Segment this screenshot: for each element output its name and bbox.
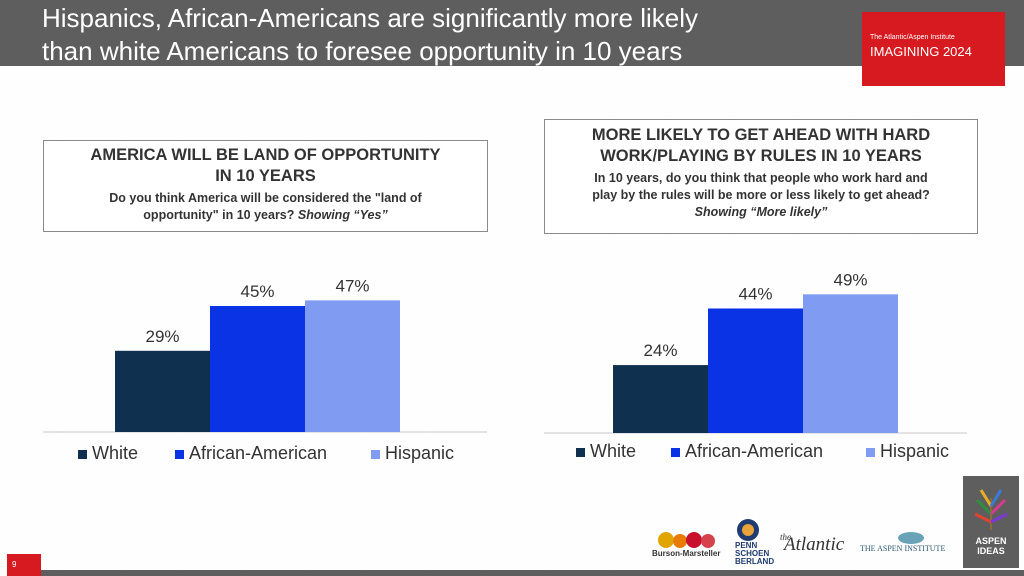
imagining-2024-badge: The Atlantic/Aspen Institute IMAGINING 2… <box>862 12 1005 86</box>
aspen-institute-logo: THE ASPEN INSTITUTE <box>858 530 958 556</box>
bar-white <box>115 350 210 432</box>
legend-swatch-white <box>78 450 87 459</box>
legend-swatch-african-american <box>671 448 680 457</box>
data-label: 47% <box>335 276 369 295</box>
penn-text: PENN <box>735 541 758 550</box>
penn-schoen-berland-logo: PENN SCHOEN BERLAND <box>733 518 778 568</box>
data-label: 45% <box>240 282 274 301</box>
bar-white <box>613 365 708 433</box>
legend-swatch-african-american <box>175 450 184 459</box>
question-box-left: AMERICA WILL BE LAND OF OPPORTUNITY IN 1… <box>43 140 488 232</box>
question-line2: play by the rules will be more or less l… <box>592 188 930 202</box>
chart-title-line1: AMERICA WILL BE LAND OF OPPORTUNITY <box>90 146 441 164</box>
aspen-institute-text: THE ASPEN INSTITUTE <box>860 544 946 553</box>
bar-african-american <box>210 306 305 432</box>
legend-label: Hispanic <box>880 441 949 461</box>
chart-title-line1: MORE LIKELY TO GET AHEAD WITH HARD <box>591 126 931 144</box>
bar-chart-right: 24% White 44% African-American 49% Hispanic <box>544 270 967 461</box>
bar-hispanic <box>803 294 898 433</box>
showing-label: Showing “Yes” <box>297 208 388 222</box>
brand-subtitle: The Atlantic/Aspen Institute <box>870 34 955 41</box>
chart-title-line2: IN 10 YEARS <box>215 167 316 185</box>
legend-label: White <box>92 443 138 463</box>
globe-icon <box>737 519 759 541</box>
question-box-right: MORE LIKELY TO GET AHEAD WITH HARD WORK/… <box>544 119 978 234</box>
atlantic-text: Atlantic <box>784 534 845 555</box>
berland-text: BERLAND <box>735 557 775 566</box>
burson-marsteller-text: Burson-Marsteller <box>652 549 721 558</box>
legend-label: Hispanic <box>385 443 454 463</box>
slide-title-line2: than white Americans to foresee opportun… <box>42 36 683 66</box>
data-label: 29% <box>145 327 179 346</box>
showing-row: Showing “More likely” <box>545 204 977 221</box>
legend-swatch-hispanic <box>371 450 380 459</box>
data-label: 44% <box>738 284 772 303</box>
slide-title: Hispanics, African-Americans are signifi… <box>42 2 842 68</box>
tree-icon <box>974 489 1008 530</box>
bottom-bar <box>41 570 1024 576</box>
question-line2-row: opportunity" in 10 years? Showing “Yes” <box>44 207 487 224</box>
legend-label: White <box>590 441 636 461</box>
aspen-ideas-festival-logo: ASPEN IDEAS <box>963 476 1019 568</box>
bar-hispanic <box>305 300 400 432</box>
page-number: 9 <box>12 560 17 569</box>
atlantic-the-text: the <box>780 532 791 542</box>
the-atlantic-logo: the Atlantic <box>780 532 855 556</box>
chart-title-line2: WORK/PLAYING BY RULES IN 10 YEARS <box>600 147 922 165</box>
legend-label: African-American <box>685 441 823 461</box>
showing-label: Showing “More likely” <box>694 205 828 219</box>
ideas-text: IDEAS <box>977 546 1005 556</box>
question-line1: Do you think America will be considered … <box>109 191 422 205</box>
data-label: 24% <box>643 341 677 360</box>
question-line1: In 10 years, do you think that people wh… <box>594 171 928 185</box>
bar-chart-left: 29% White 45% African-American 47% Hispanic <box>43 276 487 463</box>
slide-title-line1: Hispanics, African-Americans are signifi… <box>42 3 699 33</box>
aspen-leaf-icon <box>898 532 924 544</box>
brand-title: IMAGINING 2024 <box>870 44 972 59</box>
title-bar: Hispanics, African-Americans are signifi… <box>0 0 1024 66</box>
legend-swatch-white <box>576 448 585 457</box>
burson-marsteller-logo: Burson-Marsteller <box>650 530 722 560</box>
data-label: 49% <box>833 270 867 289</box>
legend-swatch-hispanic <box>866 448 875 457</box>
bar-african-american <box>708 308 803 433</box>
schoen-text: SCHOEN <box>735 549 770 558</box>
question-line2: opportunity" in 10 years? <box>143 208 295 222</box>
aspen-text: ASPEN <box>975 536 1007 546</box>
legend-label: African-American <box>189 443 327 463</box>
page-number-badge: 9 <box>7 554 41 576</box>
burson-marsteller-icon <box>658 532 715 548</box>
